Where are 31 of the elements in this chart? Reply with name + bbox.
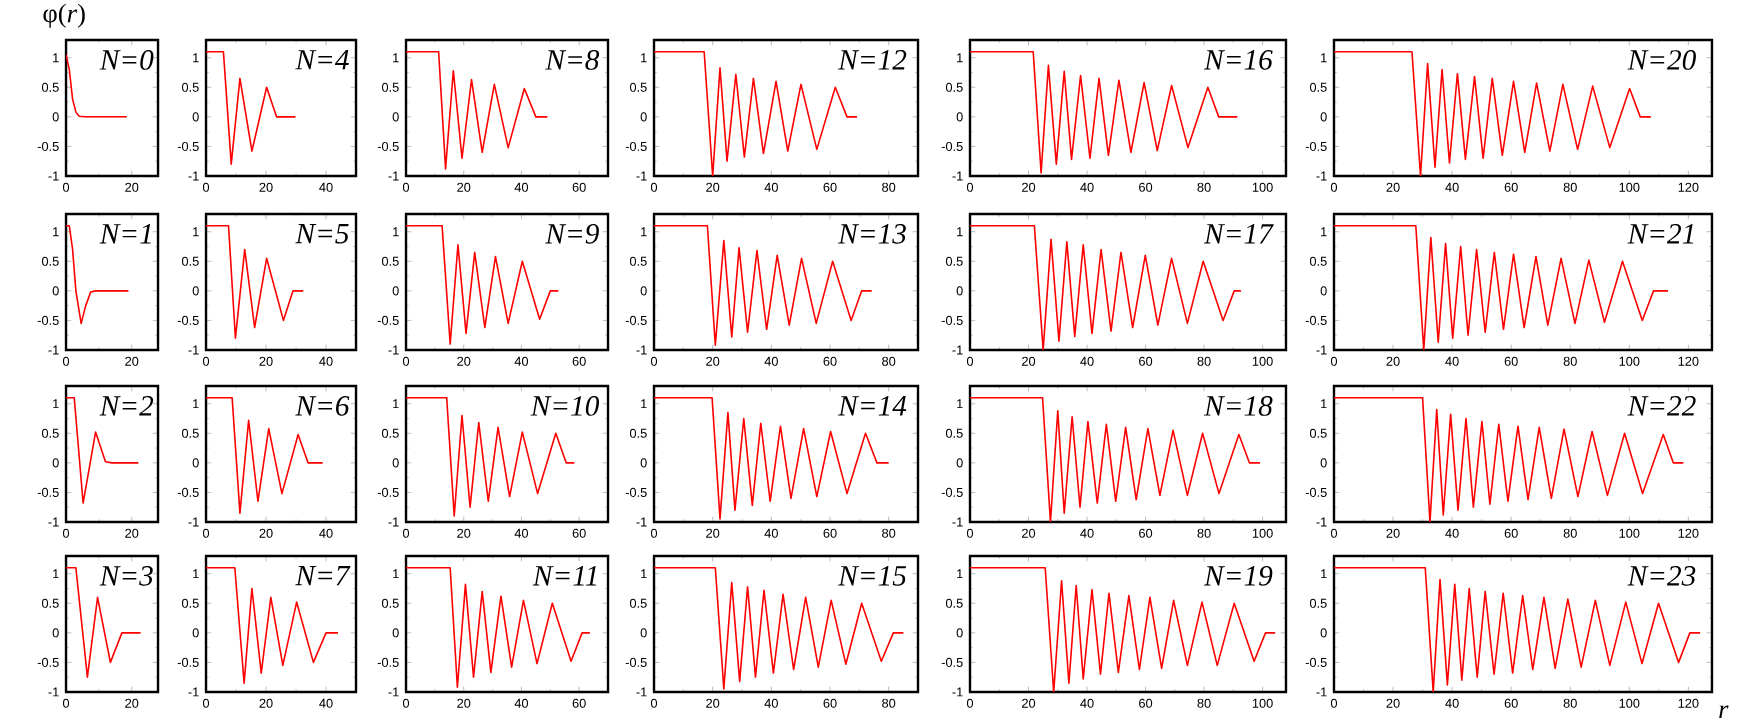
- chart-title: N=6: [295, 396, 350, 416]
- chart-title: N=17: [1203, 224, 1274, 244]
- chart-title: N=19: [1203, 566, 1273, 586]
- line-series: [206, 51, 297, 165]
- chart-title: N=0: [99, 50, 154, 70]
- chart-title: N=18: [1203, 396, 1273, 416]
- x-axis-title: r: [1719, 705, 1729, 719]
- chart-title: N=16: [1203, 50, 1273, 70]
- chart-title: N=15: [838, 566, 907, 586]
- chart-title: N=2: [99, 396, 154, 416]
- y-axis-title: φ(r): [43, 3, 85, 28]
- chart-title: N=13: [838, 224, 906, 244]
- chart-title: N=23: [1627, 566, 1696, 586]
- chart-title: N=3: [99, 566, 153, 586]
- chart-title: N=12: [838, 50, 907, 70]
- chart-title: N=7: [295, 566, 351, 586]
- line-series: [970, 567, 1276, 692]
- chart-title: N=8: [545, 50, 600, 70]
- chart-title: N=14: [838, 396, 907, 416]
- chart-title: N=11: [532, 566, 597, 586]
- chart-title: N=20: [1627, 50, 1696, 70]
- line-series: [654, 567, 905, 690]
- chart-title: N=21: [1627, 224, 1694, 244]
- chart-title: N=9: [545, 224, 599, 244]
- line-series: [406, 51, 549, 170]
- chart-title: N=22: [1627, 396, 1696, 416]
- line-series: [1333, 567, 1701, 692]
- chart-title: N=5: [295, 224, 349, 244]
- chart-title: N=1: [99, 224, 151, 244]
- chart-title: N=4: [295, 50, 349, 70]
- chart-title: N=10: [530, 396, 600, 416]
